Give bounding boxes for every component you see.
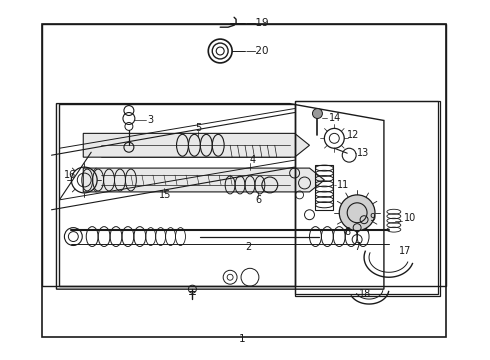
Text: —19: —19 (246, 18, 270, 28)
Text: 9: 9 (369, 213, 375, 223)
Bar (42, 24, 446, 337)
Text: 3: 3 (148, 116, 154, 126)
Text: 6: 6 (255, 195, 261, 205)
Text: 1: 1 (239, 334, 245, 344)
Text: 17: 17 (399, 247, 411, 256)
Text: 10: 10 (404, 213, 416, 223)
Text: 16: 16 (64, 170, 76, 180)
Text: 4: 4 (250, 155, 256, 165)
Circle shape (339, 195, 375, 231)
Circle shape (313, 109, 322, 118)
Text: 7: 7 (354, 243, 361, 252)
Text: 14: 14 (329, 113, 342, 123)
Bar (316, 165, 333, 210)
Text: 8: 8 (344, 226, 350, 237)
Bar (294, 100, 439, 294)
Text: —20: —20 (246, 46, 270, 56)
Bar (42, 24, 446, 286)
Text: 11: 11 (337, 180, 349, 190)
Text: 12: 12 (347, 130, 360, 140)
Bar (294, 100, 441, 296)
Text: 5: 5 (196, 123, 202, 134)
Polygon shape (83, 133, 310, 157)
Text: 18: 18 (359, 289, 371, 299)
Text: 13: 13 (357, 148, 369, 158)
Polygon shape (83, 168, 324, 192)
Text: 15: 15 (159, 190, 171, 200)
Text: 2: 2 (245, 243, 251, 252)
